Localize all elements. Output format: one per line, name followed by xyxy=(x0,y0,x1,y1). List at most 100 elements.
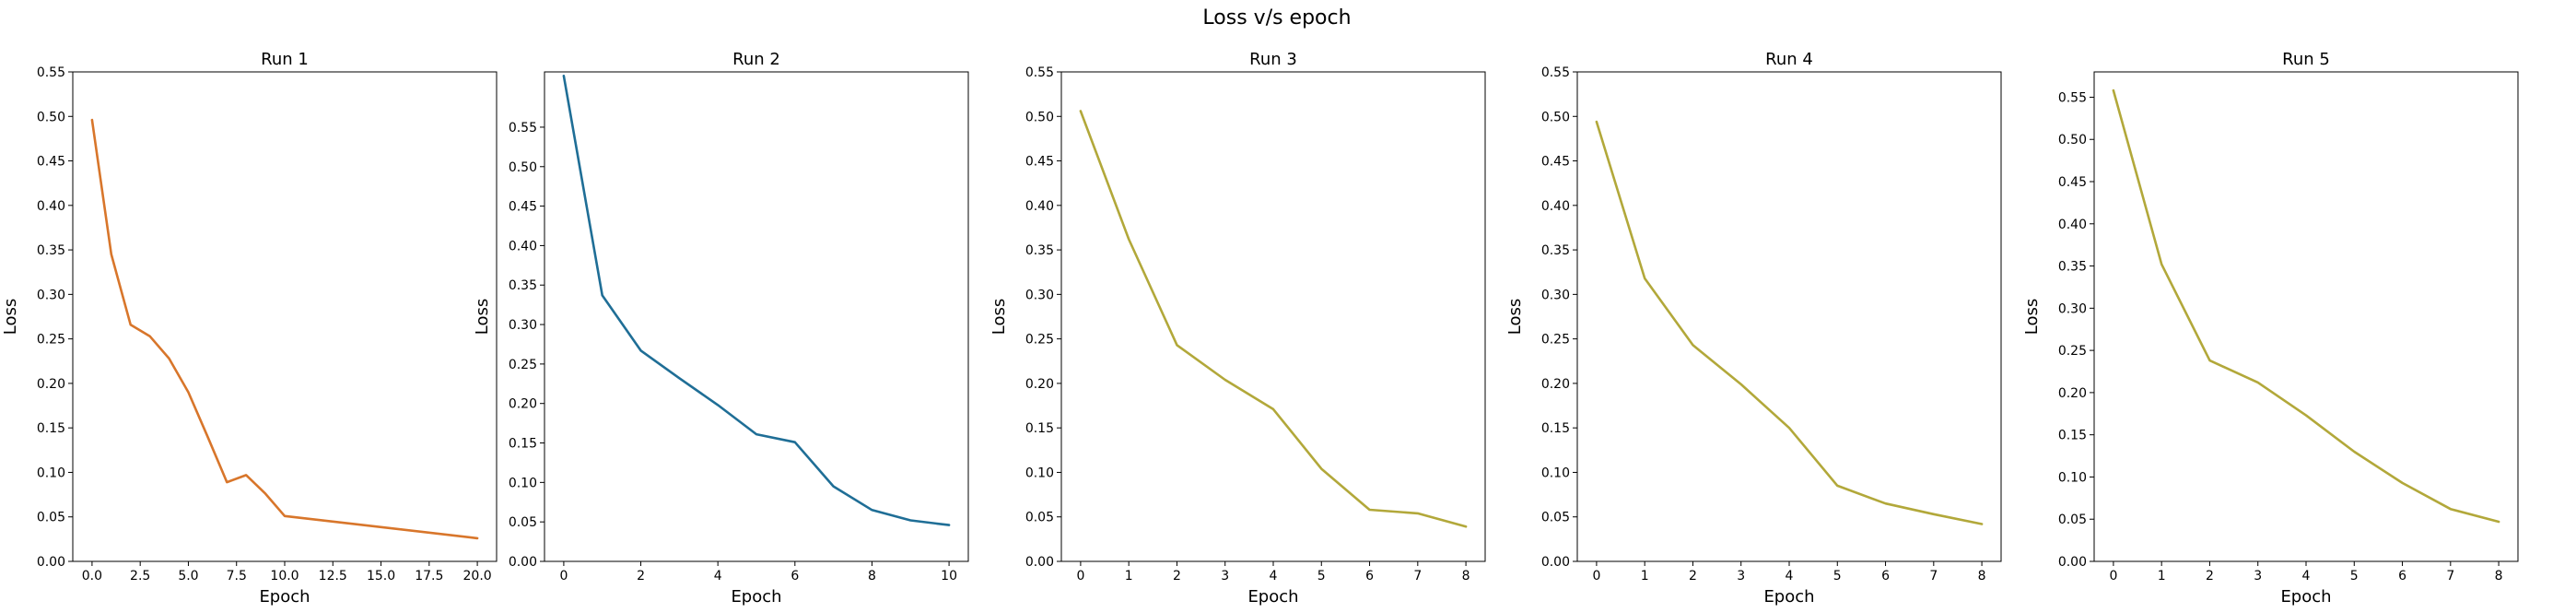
subplot-title: Run 5 xyxy=(2282,50,2330,69)
plot-area-frame xyxy=(72,71,498,562)
y-tick-label: 0.40 xyxy=(509,239,537,253)
data-point xyxy=(130,324,132,325)
data-point xyxy=(2450,508,2452,510)
series-line-1 xyxy=(90,118,479,540)
x-tick-label: 5 xyxy=(1317,569,1326,584)
y-tick-label: 0.10 xyxy=(1541,466,1570,480)
x-tick-label: 2.5 xyxy=(130,569,150,584)
y-tick-label: 0.15 xyxy=(37,421,65,436)
plot-area-frame xyxy=(1576,71,2002,562)
data-point xyxy=(755,433,757,435)
data-point xyxy=(245,474,247,476)
data-point xyxy=(1224,379,1226,381)
y-tick-label: 0.25 xyxy=(37,333,65,348)
x-tick-label: 10 xyxy=(941,569,957,584)
y-tick-label: 0.30 xyxy=(2058,301,2087,316)
y-tick-label: 0.45 xyxy=(37,155,65,170)
data-point xyxy=(1128,239,1130,240)
data-point xyxy=(284,515,286,517)
y-tick-label: 0.55 xyxy=(509,121,537,136)
y-axis-label: Loss xyxy=(1505,299,1525,335)
data-point xyxy=(1320,468,1322,470)
y-axis-label: Loss xyxy=(1,299,20,335)
data-point xyxy=(2498,521,2500,523)
x-tick-label: 1 xyxy=(1125,569,1133,584)
y-tick-label: 0.50 xyxy=(509,160,537,175)
x-tick-label: 4 xyxy=(714,569,722,584)
x-tick-label: 3 xyxy=(1221,569,1229,584)
y-tick-label: 0.00 xyxy=(37,555,65,570)
y-tick-label: 0.45 xyxy=(1025,155,1054,170)
x-tick-label: 5 xyxy=(1833,569,1842,584)
y-tick-label: 0.40 xyxy=(1025,199,1054,214)
y-tick-label: 0.25 xyxy=(1025,333,1054,348)
y-tick-label: 0.15 xyxy=(1541,421,1570,436)
y-axis-label: Loss xyxy=(2022,299,2042,335)
y-tick-label: 0.05 xyxy=(509,515,537,530)
y-tick-label: 0.20 xyxy=(509,397,537,412)
x-axis-label: Epoch xyxy=(259,587,310,607)
subplot-run-4: Run 4 0 1 2 3 4 5 6 7 8 0.00 0.05 0.10 0.15 0.20 0.25 0.… xyxy=(1505,50,2002,607)
data-point xyxy=(1465,525,1467,527)
subplot-run-3: Run 3 0 1 2 3 4 5 6 7 8 0.00 0.05 0.10 0.15 0.20 0.25 0.… xyxy=(989,50,1486,607)
data-point xyxy=(264,493,266,495)
x-tick-label: 0.0 xyxy=(82,569,102,584)
data-point xyxy=(1596,121,1598,123)
data-point xyxy=(1836,485,1838,487)
y-tick-label: 0.30 xyxy=(509,318,537,333)
x-tick-label: 0 xyxy=(2109,569,2117,584)
data-point xyxy=(602,294,603,296)
subplot-run-2: Run 2 0 2 4 6 8 10 0.00 0.05 0.10 0.15 0.20 0.25 0.30… xyxy=(473,50,969,607)
y-tick-label: 0.25 xyxy=(1541,333,1570,348)
data-point xyxy=(1981,524,1983,525)
figure-title: Loss v/s epoch xyxy=(1202,6,1351,29)
y-tick-label: 0.35 xyxy=(37,243,65,258)
y-tick-label: 0.20 xyxy=(37,377,65,392)
data-point xyxy=(678,377,680,379)
x-tick-label: 7 xyxy=(2446,569,2454,584)
y-axis-label: Loss xyxy=(989,299,1009,335)
y-tick-label: 0.40 xyxy=(37,199,65,214)
data-point xyxy=(188,392,189,394)
y-tick-label: 0.15 xyxy=(509,437,537,452)
data-point xyxy=(2209,360,2210,361)
x-axis-label: Epoch xyxy=(1763,587,1814,607)
y-tick-label: 0.10 xyxy=(1025,466,1054,480)
y-tick-label: 0.55 xyxy=(37,65,65,80)
data-point xyxy=(2160,264,2162,265)
y-tick-label: 0.05 xyxy=(1541,511,1570,525)
y-tick-label: 0.35 xyxy=(1541,243,1570,258)
data-point xyxy=(1369,509,1370,511)
y-tick-label: 0.20 xyxy=(1025,377,1054,392)
y-tick-label: 0.15 xyxy=(1025,421,1054,436)
data-point xyxy=(2353,451,2355,453)
y-tick-label: 0.30 xyxy=(37,288,65,302)
x-tick-label: 6 xyxy=(1881,569,1890,584)
y-tick-label: 0.30 xyxy=(1541,288,1570,302)
x-tick-label: 20.0 xyxy=(463,569,492,584)
data-point xyxy=(1080,111,1082,112)
subplot-title: Run 2 xyxy=(732,50,780,69)
y-tick-label: 0.35 xyxy=(2058,260,2087,275)
y-tick-label: 0.10 xyxy=(2058,470,2087,485)
y-tick-label: 0.45 xyxy=(2058,175,2087,190)
y-tick-label: 0.00 xyxy=(1541,555,1570,570)
y-tick-label: 0.25 xyxy=(509,358,537,372)
x-tick-label: 12.5 xyxy=(319,569,347,584)
series-line-1 xyxy=(562,75,951,526)
x-tick-label: 2 xyxy=(1173,569,1181,584)
x-tick-label: 8 xyxy=(1978,569,1986,584)
data-point xyxy=(476,537,478,539)
series-line-1 xyxy=(1595,120,1984,525)
y-tick-label: 0.00 xyxy=(2058,555,2087,570)
data-point xyxy=(833,486,835,488)
x-tick-label: 6 xyxy=(790,569,799,584)
y-tick-label: 0.05 xyxy=(37,511,65,525)
x-axis-label: Epoch xyxy=(2280,587,2331,607)
series-line-1 xyxy=(2112,88,2500,524)
subplot-run-5: Run 5 0 1 2 3 4 5 6 7 8 0.00 0.05 0.10 0.15 0.20 0.25 0.… xyxy=(2022,50,2519,607)
plot-area-frame xyxy=(544,71,969,562)
x-tick-label: 6 xyxy=(1365,569,1374,584)
data-point xyxy=(1788,427,1790,429)
y-tick-label: 0.45 xyxy=(1541,155,1570,170)
